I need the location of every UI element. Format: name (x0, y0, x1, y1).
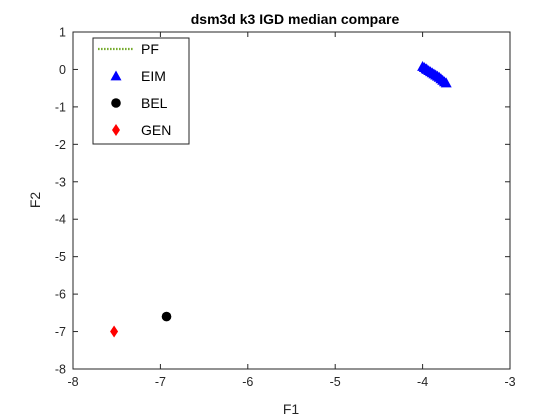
series-eim (417, 60, 452, 88)
y-tick-label: -4 (55, 213, 66, 227)
y-tick-label: -5 (55, 250, 66, 264)
y-tick-label: -8 (55, 363, 66, 377)
x-tick-label: -8 (67, 375, 78, 389)
legend-eim-swatch (110, 70, 122, 81)
chart-title: dsm3d k3 IGD median compare (191, 11, 400, 27)
data-marks (110, 60, 452, 338)
y-axis-label: F2 (27, 192, 43, 209)
x-tick-label: -3 (504, 375, 515, 389)
series-bel (161, 311, 172, 322)
legend-pf-label: PF (141, 41, 159, 57)
y-tick-label: -6 (55, 288, 66, 302)
legend-eim-label: EIM (141, 68, 166, 84)
y-tick-label: 1 (59, 26, 66, 40)
series-gen (110, 325, 119, 338)
gen-point (110, 325, 119, 338)
legend-bel-label: BEL (141, 95, 168, 111)
legend-bel-swatch (111, 98, 121, 108)
eim-point (440, 77, 452, 88)
y-tick-label: -2 (55, 138, 66, 152)
legend-gen-label: GEN (141, 122, 171, 138)
y-tick-label: -3 (55, 175, 66, 189)
y-tick-label: -7 (55, 325, 66, 339)
x-axis-label: F1 (283, 401, 300, 417)
legend-gen-swatch (112, 124, 120, 136)
legend-box (92, 37, 190, 145)
x-tick-label: -4 (417, 375, 428, 389)
bel-point (161, 311, 172, 322)
legend: PF EIM BEL GEN (92, 37, 190, 145)
x-tick-label: -5 (330, 375, 341, 389)
x-tick-label: -7 (155, 375, 166, 389)
x-tick-label: -6 (242, 375, 253, 389)
y-tick-label: -1 (55, 100, 66, 114)
axis-ticks: -8 -7 -6 -5 -4 -3 1 0 -1 -2 -3 -4 -5 -6 -7 -8 (55, 26, 516, 390)
y-tick-label: 0 (59, 63, 66, 77)
